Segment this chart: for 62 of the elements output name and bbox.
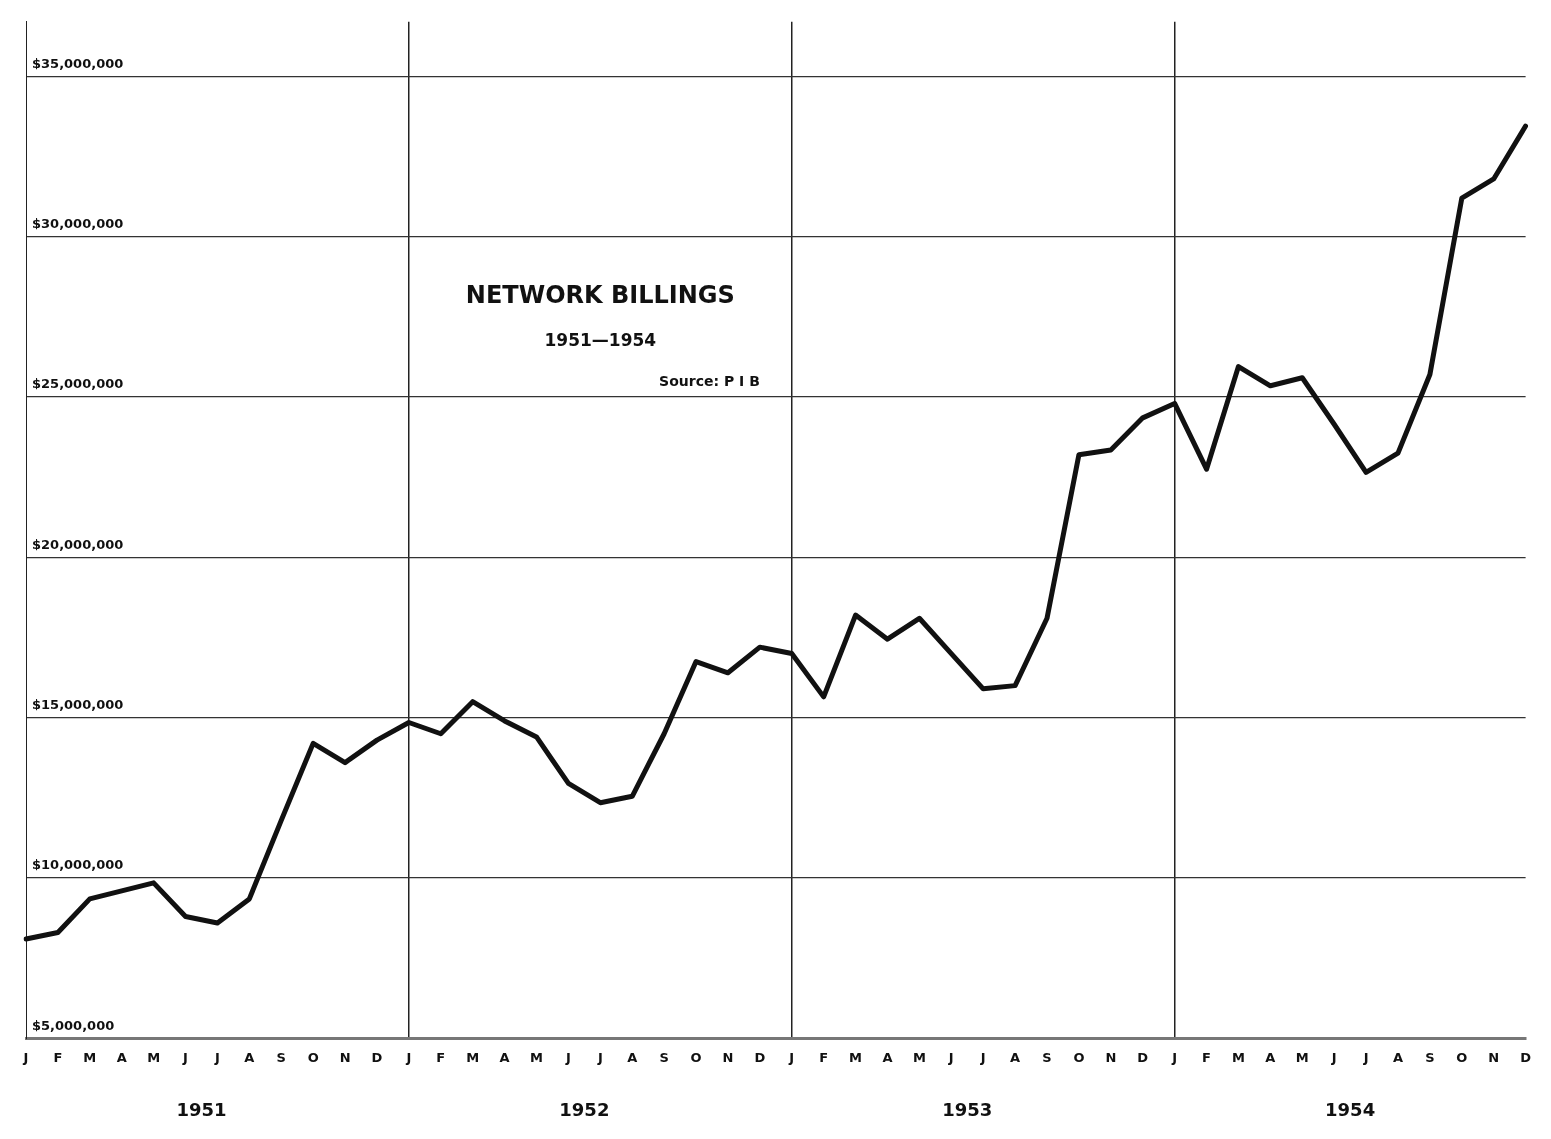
x-tick-label: J — [1171, 1049, 1178, 1065]
x-tick-label: A — [627, 1049, 638, 1065]
x-tick-label: A — [1265, 1049, 1276, 1065]
x-tick-label: O — [1073, 1049, 1085, 1065]
text: NETWORK BILLINGS — [465, 281, 735, 309]
y-tick-label: $30,000,000 — [32, 216, 124, 232]
x-tick-label: J — [1362, 1049, 1369, 1065]
x-tick-label: D — [371, 1049, 383, 1065]
x-tick-label: O — [690, 1049, 702, 1065]
x-tick-label: A — [1010, 1049, 1021, 1065]
text: 1951 — [176, 1099, 227, 1121]
x-tick-label: O — [1456, 1049, 1468, 1065]
x-tick-label: A — [244, 1049, 255, 1065]
x-tick-label: N — [722, 1049, 734, 1065]
x-tick-label: J — [405, 1049, 412, 1065]
x-tick-label: D — [1520, 1049, 1532, 1065]
x-tick-label: F — [53, 1049, 63, 1065]
x-tick-label: J — [788, 1049, 795, 1065]
x-tick-label: A — [882, 1049, 893, 1065]
annotation: Source: P I B — [659, 373, 760, 389]
x-tick-label: F — [436, 1049, 446, 1065]
y-tick-label: $25,000,000 — [32, 376, 124, 392]
x-tick-label: J — [182, 1049, 188, 1065]
text: 1952 — [559, 1099, 610, 1121]
x-tick-label: A — [116, 1049, 127, 1065]
x-tick-label: F — [819, 1049, 829, 1065]
x-tick-label: N — [1488, 1049, 1500, 1065]
x-tick-label: S — [659, 1049, 669, 1065]
x-tick-label: M — [83, 1049, 97, 1065]
text: 1953 — [942, 1099, 993, 1121]
x-tick-label: A — [499, 1049, 510, 1065]
x-tick-label: J — [22, 1049, 29, 1065]
x-tick-label: M — [849, 1049, 863, 1065]
x-tick-label: M — [1295, 1049, 1309, 1065]
y-tick-label: $20,000,000 — [32, 536, 124, 552]
y-tick-label: $35,000,000 — [32, 55, 124, 71]
text: 1951—1954 — [544, 330, 657, 350]
x-tick-label: N — [339, 1049, 351, 1065]
x-tick-label: D — [754, 1049, 766, 1065]
x-tick-label: J — [596, 1049, 603, 1065]
x-tick-label: M — [147, 1049, 161, 1065]
y-tick-label: $10,000,000 — [32, 857, 124, 873]
text: 1954 — [1325, 1099, 1376, 1121]
x-tick-label: J — [564, 1049, 571, 1065]
x-tick-label: M — [466, 1049, 480, 1065]
x-tick-label: A — [1392, 1049, 1404, 1065]
x-tick-label: J — [979, 1049, 986, 1065]
x-tick-label: M — [530, 1049, 543, 1065]
x-tick-label: J — [1330, 1049, 1337, 1065]
x-tick-label: J — [214, 1049, 220, 1065]
y-tick-label: $15,000,000 — [32, 697, 124, 713]
x-tick-label: D — [1137, 1049, 1149, 1065]
x-tick-label: M — [1231, 1049, 1245, 1065]
x-tick-label: M — [912, 1049, 926, 1065]
x-tick-label: O — [307, 1049, 319, 1065]
x-tick-label: S — [1042, 1049, 1052, 1065]
x-tick-label: J — [947, 1049, 954, 1065]
y-tick-label: $5,000,000 — [32, 1017, 115, 1033]
x-tick-label: N — [1105, 1049, 1117, 1065]
x-tick-label: S — [1425, 1049, 1435, 1065]
x-tick-label: S — [276, 1049, 286, 1065]
x-tick-label: F — [1202, 1049, 1211, 1065]
